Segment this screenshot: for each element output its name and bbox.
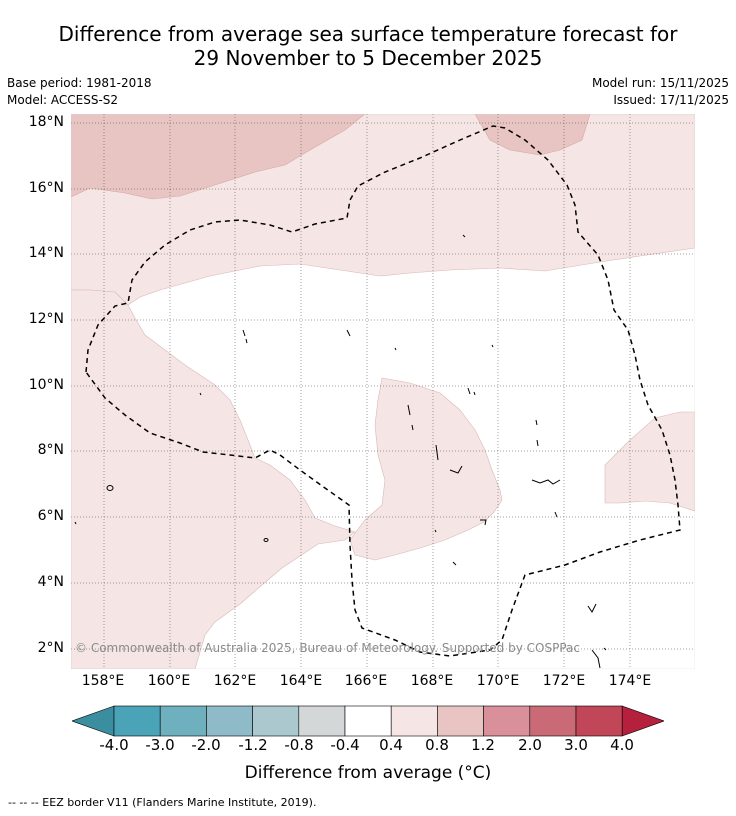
cbar-label-4: -0.8 [284,736,314,754]
anomaly-region-east [604,411,695,512]
colorbar-title: Difference from average (°C) [244,763,492,783]
island-8 [407,404,414,431]
colorbar-cell-0 [113,705,161,737]
island-7 [462,234,466,238]
lat-label-14n: 14°N [28,245,64,261]
lat-label-12n: 12°N [28,311,64,327]
island-13 [452,561,457,566]
island-16 [591,649,601,669]
island-12 [434,529,437,533]
colorbar-cell-6 [390,705,438,737]
island-15 [587,603,597,613]
lon-label-166e: 166°E [344,673,388,689]
eez-legend: -- -- -- EEZ border V11 (Flanders Marine… [8,796,317,809]
lon-label-172e: 172°E [542,673,586,689]
cbar-label-10: 3.0 [564,736,588,754]
anomaly-region-central [349,377,503,561]
island-3 [242,329,248,344]
colorbar-cell-5 [344,705,392,737]
cbar-label-0: -4.0 [99,736,129,754]
colorbar-cell-1 [159,705,207,737]
lat-label-10n: 10°N [28,377,64,393]
cbar-label-1: -3.0 [145,736,175,754]
grid [71,114,695,669]
cbar-label-5: -0.4 [330,736,360,754]
sst-anomaly-map [71,114,695,669]
lon-label-162e: 162°E [213,673,257,689]
island-10 [531,479,561,485]
colorbar-cell-3 [252,705,300,737]
island-14 [480,519,487,526]
lat-label-2n: 2°N [37,640,64,656]
cbar-label-2: -2.0 [191,736,221,754]
chart-title: Difference from average sea surface temp… [0,22,736,70]
island-17 [603,647,607,651]
lon-label-160e: 160°E [147,673,191,689]
island-6 [491,344,494,348]
island-2 [263,538,269,542]
cbar-label-3: -1.2 [238,736,268,754]
island-18 [535,419,539,447]
island-9 [435,444,463,474]
eez-border [85,125,681,657]
colorbar-cell-10 [575,705,623,737]
colorbar [72,705,664,737]
colorbar-cell-8 [483,705,531,737]
island-19 [467,387,476,396]
cbar-label-8: 1.2 [471,736,495,754]
island-5 [394,347,397,351]
anomaly-region-northwest-warm [71,114,366,200]
lon-label-168e: 168°E [410,673,454,689]
cbar-label-7: 0.8 [425,736,449,754]
base-period: Base period: 1981-2018 [7,76,152,90]
island-4 [346,329,351,337]
islands [74,234,607,669]
copyright-text: © Commonwealth of Australia 2025, Bureau… [75,641,580,655]
title-line-2: 29 November to 5 December 2025 [193,46,543,70]
lon-label-170e: 170°E [476,673,520,689]
lon-label-158e: 158°E [81,673,125,689]
lat-label-18n: 18°N [28,114,64,130]
cbar-label-9: 2.0 [518,736,542,754]
issued-date: Issued: 17/11/2025 [613,93,729,107]
colorbar-extend-low [72,705,115,737]
model-run: Model run: 15/11/2025 [591,76,729,90]
cbar-label-6: 0.4 [379,736,403,754]
lat-label-8n: 8°N [37,442,64,458]
colorbar-extend-high [621,705,664,737]
cbar-label-11: 4.0 [610,736,634,754]
island-21 [74,521,77,525]
island-20 [199,392,202,396]
meta-left: Base period: 1981-2018 Model: ACCESS-S2 [7,75,152,109]
anomaly-region-southwest [71,289,356,669]
colorbar-cell-9 [529,705,577,737]
lat-label-16n: 16°N [28,180,64,196]
meta-right: Model run: 15/11/2025 Issued: 17/11/2025 [592,75,729,109]
colorbar-cell-4 [298,705,346,737]
colorbar-cell-2 [206,705,253,737]
model-name: Model: ACCESS-S2 [7,93,119,107]
lat-label-4n: 4°N [37,574,64,590]
lat-label-6n: 6°N [37,508,64,524]
island-11 [554,511,558,518]
lon-label-164e: 164°E [279,673,323,689]
anomaly-region-north-warm [474,114,591,156]
island-1 [106,485,114,491]
title-line-1: Difference from average sea surface temp… [58,22,678,46]
lon-label-174e: 174°E [608,673,652,689]
colorbar-cell-7 [437,705,484,737]
